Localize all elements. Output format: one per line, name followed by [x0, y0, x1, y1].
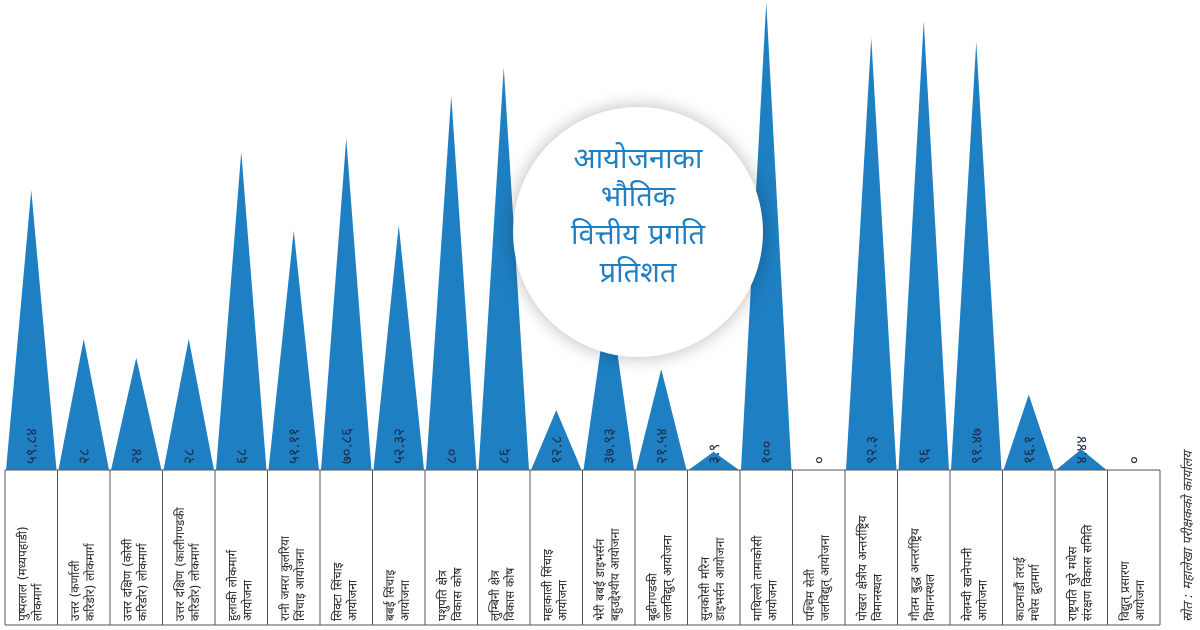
bars-group	[6, 2, 1107, 471]
bar-8	[373, 225, 424, 470]
value-label-14: ३.९	[705, 444, 723, 464]
bar-18	[898, 20, 949, 470]
title-circle	[513, 107, 763, 357]
value-label-15: १००	[757, 441, 775, 464]
category-label-14-line-1: सुनकोसी मरिन	[698, 557, 713, 621]
value-label-5: ६८	[232, 448, 250, 464]
value-label-2: २८	[75, 448, 93, 464]
category-label-13-line-2: जलविद्युत् आयोजना	[660, 534, 675, 621]
bar-4	[163, 338, 214, 470]
title-line-3: वित्तीय प्रगति	[571, 217, 706, 251]
category-label-15-line-1: माथिल्लो तामाकोसी	[750, 535, 764, 621]
category-label-18-line-2: विमानस्थल	[923, 573, 937, 621]
title-line-2: भौतिक	[601, 179, 676, 213]
category-label-20-line-2: मधेस द्रुतमार्ग	[1028, 563, 1043, 621]
value-label-22: ०	[1125, 456, 1143, 464]
category-label-3-line-2: करिडोर) लोकमार्ग	[135, 542, 149, 621]
category-label-10-line-2: विकास कोष	[503, 567, 517, 621]
bar-7	[321, 138, 372, 471]
category-label-20-line-1: काठमाडौं तराई	[1013, 556, 1027, 621]
category-label-10-line-1: लुम्बिनी क्षेत्र	[488, 570, 503, 621]
category-label-5-line-2: आयोजना	[240, 579, 254, 621]
category-label-21-line-1: राष्ट्रपति चुरे मधेस	[1065, 545, 1080, 621]
bar-20	[1003, 394, 1054, 470]
title-line-1: आयोजनाका	[574, 141, 703, 175]
value-label-9: ८०	[442, 448, 460, 464]
bar-15	[741, 2, 792, 470]
value-label-8: ५२.३२	[390, 428, 408, 464]
category-label-12-line-1: भेरी बबई डाइभर्सन	[593, 538, 607, 621]
bar-11	[531, 410, 582, 470]
grid-lines	[4, 469, 1161, 626]
category-label-14-line-2: डाइभर्सन आयोजना	[713, 537, 727, 622]
category-label-9-line-1: पशुपति क्षेत्र	[435, 570, 450, 621]
chart-title: आयोजनाका भौतिक वित्तीय प्रगति प्रतिशत	[571, 141, 706, 289]
value-label-18: ९६	[915, 448, 933, 464]
value-label-16: ०	[810, 456, 828, 464]
category-label-16-line-2: जलविद्युत् आयोजना	[818, 534, 833, 621]
bar-1	[6, 189, 57, 471]
category-label-6-line-2: सिंचाइ आयोजना	[293, 547, 307, 621]
value-label-13: २१.५४	[652, 428, 670, 464]
bar-10	[478, 67, 529, 471]
bar-6	[268, 230, 319, 470]
category-label-2-line-1: उत्तर (कर्णाली	[68, 560, 82, 621]
value-label-21: ४.४४	[1072, 436, 1090, 464]
category-label-8-line-1: बबई सिंचाइ	[383, 569, 397, 621]
category-label-4-line-1: उत्तर दक्षिण (कालीगण्डकी	[173, 506, 187, 621]
bar-9	[426, 95, 477, 470]
category-label-19-line-1: मेलम्ची खानेपानी	[960, 547, 974, 621]
category-label-15-line-2: आयोजना	[765, 579, 779, 621]
value-label-19: ९१.४७	[967, 428, 985, 464]
category-label-1-line-1: पुष्पलाल (मध्यपहाडी)	[15, 526, 30, 621]
bar-5	[216, 151, 267, 470]
bar-21	[1056, 449, 1107, 470]
value-label-1: ५९.८४	[22, 428, 40, 464]
value-label-11: १२.८	[547, 436, 565, 464]
category-label-19-line-2: आयोजना	[975, 579, 989, 621]
category-label-16-line-1: पश्चिम सेती	[803, 568, 817, 621]
category-label-22-line-2: आयोजना	[1133, 579, 1147, 621]
category-label-13-line-1: बूढीगण्डकी	[645, 572, 660, 621]
category-label-4-line-2: करिडोर) लोकमार्ग	[188, 542, 202, 621]
category-label-8-line-2: आयोजना	[398, 579, 412, 621]
category-label-3-line-1: उत्तर दक्षिण (कोसी	[120, 538, 134, 621]
value-label-6: ५१.११	[285, 428, 303, 464]
bar-19	[951, 41, 1002, 470]
value-label-4: २८	[180, 448, 198, 464]
category-label-9-line-2: विकास कोष	[450, 567, 464, 621]
value-label-10: ८६	[495, 448, 513, 464]
category-label-11-line-1: महाकाली सिंचाइ	[540, 548, 554, 621]
category-label-7-line-1: सिक्टा सिंचाइ	[330, 561, 344, 621]
bar-2	[58, 338, 109, 470]
category-label-12-line-2: बहुउद्देश्यीय आयोजना	[608, 528, 623, 621]
title-line-4: प्रतिशत	[600, 255, 677, 289]
value-label-20: १६.१	[1020, 436, 1038, 464]
category-label-17-line-1: पोखरा क्षेत्रीय अन्तर्राष्ट्रिय	[855, 514, 869, 621]
bar-14	[688, 451, 739, 470]
category-label-22-line-1: विद्युत् प्रसारण	[1118, 561, 1133, 621]
value-label-7: ७०.८६	[337, 428, 355, 464]
value-labels: ५९.८४ २८ २४ २८ ६८ ५१.११ ७०.८६ ५२.३२ ८० ८६ १२.८ ३७.९…	[22, 428, 1143, 464]
category-label-6-line-1: रानी जमरा कुलरिया	[278, 535, 293, 621]
category-labels: पुष्पलाल (मध्यपहाडी) लोकमार्ग उत्तर (कर्णा…	[15, 506, 1147, 622]
category-label-21-line-2: संरक्षण विकास समिति	[1080, 523, 1094, 621]
category-label-18-line-1: गौतम बुद्ध अन्तर्राष्ट्रिय	[908, 527, 923, 621]
category-label-5-line-1: हुलाकी लोकमार्ग	[225, 549, 240, 621]
value-label-17: ९२.३	[862, 436, 880, 464]
value-label-12: ३७.९३	[600, 428, 618, 464]
category-label-11-line-2: आयोजना	[555, 579, 569, 621]
bar-17	[846, 38, 897, 470]
value-label-3: २४	[127, 448, 145, 464]
bar-12	[583, 292, 634, 470]
category-label-7-line-2: आयोजना	[345, 579, 359, 621]
source-note: स्रोत : महालेखा परीक्षकको कार्यालय	[1180, 449, 1196, 622]
category-label-1-line-2: लोकमार्ग	[30, 582, 44, 621]
category-label-2-line-2: करिडोर) लोकमार्ग	[83, 542, 97, 621]
bar-3	[111, 357, 162, 470]
category-label-17-line-2: विमानस्थल	[870, 573, 884, 621]
bar-13	[636, 369, 687, 470]
